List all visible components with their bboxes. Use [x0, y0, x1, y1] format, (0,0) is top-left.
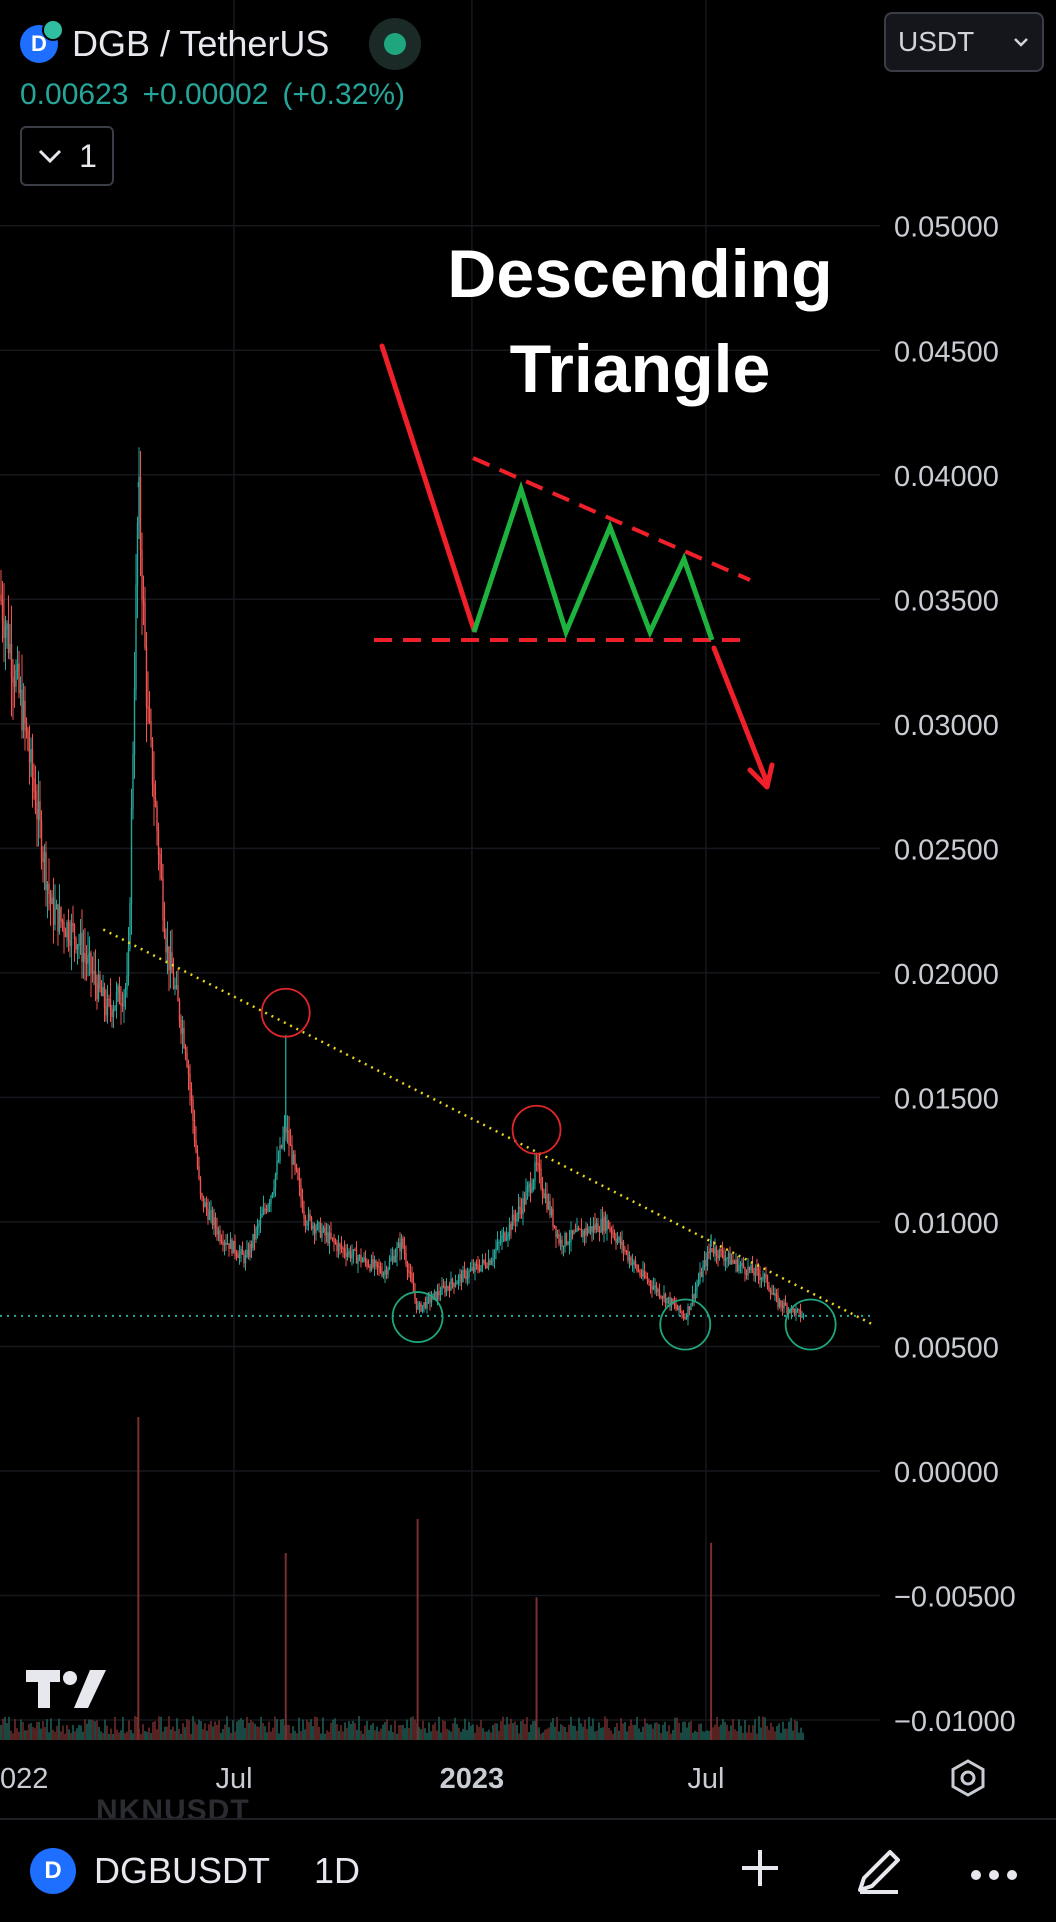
price-tick-label: 0.03000 [894, 710, 999, 742]
descending-triangle-sketch [374, 343, 775, 790]
symbol-row[interactable]: D DGB / TetherUS [20, 18, 422, 70]
currency-select[interactable]: USDT [884, 12, 1044, 72]
currency-label: USDT [898, 26, 975, 57]
exchange-badge-icon [42, 19, 64, 41]
lower-high-circle [511, 1104, 562, 1155]
tradingview-logo-icon[interactable] [26, 1668, 106, 1712]
more-options-icon[interactable] [968, 1844, 1020, 1898]
annotation-text-line: Descending [447, 236, 832, 312]
breakdown-arrow-shaft [711, 645, 769, 783]
price-tick-label: 0.02000 [894, 959, 999, 991]
time-tick-label: Jul [215, 1763, 252, 1795]
price-tick-label: 0.01500 [894, 1083, 999, 1115]
timeframe-selector[interactable]: 1D [314, 1850, 361, 1891]
price-tick-label: 0.03500 [894, 585, 999, 617]
price-tick-label: 0.05000 [894, 212, 999, 244]
add-icon[interactable] [736, 1844, 784, 1905]
price-tick-label: 0.04000 [894, 461, 999, 493]
price-tick-label: 0.04500 [894, 336, 999, 368]
price-tick-label: 0.01000 [894, 1208, 999, 1240]
price-change-abs: +0.00002 [142, 78, 269, 111]
annotation-text-line: Triangle [510, 331, 771, 407]
volume-bars [0, 1417, 804, 1740]
chevron-down-icon [1014, 38, 1028, 47]
support-low-circle [391, 1291, 444, 1343]
lower-high-circle [260, 987, 311, 1038]
chevron-down-icon [39, 149, 62, 164]
price-tick-label: 0.00500 [894, 1332, 999, 1364]
price-change-pct: (+0.32%) [282, 78, 405, 111]
triangle-upper-boundary [472, 456, 751, 582]
price-summary: 0.00623 +0.00002 (+0.32%) [20, 78, 421, 112]
drawing-pen-icon[interactable] [852, 1844, 906, 1911]
price-tick-label: 0.00000 [894, 1457, 999, 1489]
chart-overlays [0, 928, 874, 1351]
symbol-header: D DGB / TetherUS 0.00623 +0.00002 (+0.32… [20, 18, 422, 186]
settings-hexagon-icon[interactable] [948, 1758, 988, 1798]
breakdown-arrow-head [747, 762, 775, 790]
price-tick-label: −0.00500 [894, 1581, 1016, 1613]
market-status-indicator[interactable] [369, 18, 422, 70]
indicators-toggle-button[interactable]: 1 [20, 126, 114, 186]
digibyte-logo-icon: D [20, 19, 64, 63]
triangle-price-path [471, 480, 715, 641]
time-tick-label: Jul [687, 1763, 724, 1795]
descending-trendline [102, 928, 873, 1326]
indicators-count: 1 [79, 137, 97, 174]
price-tick-label: −0.01000 [894, 1706, 1016, 1738]
support-low-circle [784, 1298, 837, 1351]
time-tick-label: 022 [0, 1763, 48, 1795]
pair-title[interactable]: DGB / TetherUS [72, 23, 330, 64]
market-open-icon [384, 33, 407, 55]
price-tick-label: 0.02500 [894, 834, 999, 866]
ticker-symbol[interactable]: DGBUSDT [94, 1850, 271, 1891]
time-tick-label: 2023 [440, 1763, 505, 1795]
prior-downtrend-line [379, 343, 477, 633]
price-axis[interactable]: 0.05000 0.04500 0.04000 0.03500 0.03000 0.025… [894, 212, 1016, 1738]
price-series [0, 447, 805, 1326]
digibyte-logo-icon: D [30, 1848, 76, 1894]
last-price: 0.00623 [20, 78, 129, 111]
time-axis[interactable]: 022 Jul 2023 Jul [0, 1763, 724, 1795]
support-low-circle [659, 1298, 712, 1351]
bottom-toolbar: D DGBUSDT 1D [0, 1818, 1056, 1922]
